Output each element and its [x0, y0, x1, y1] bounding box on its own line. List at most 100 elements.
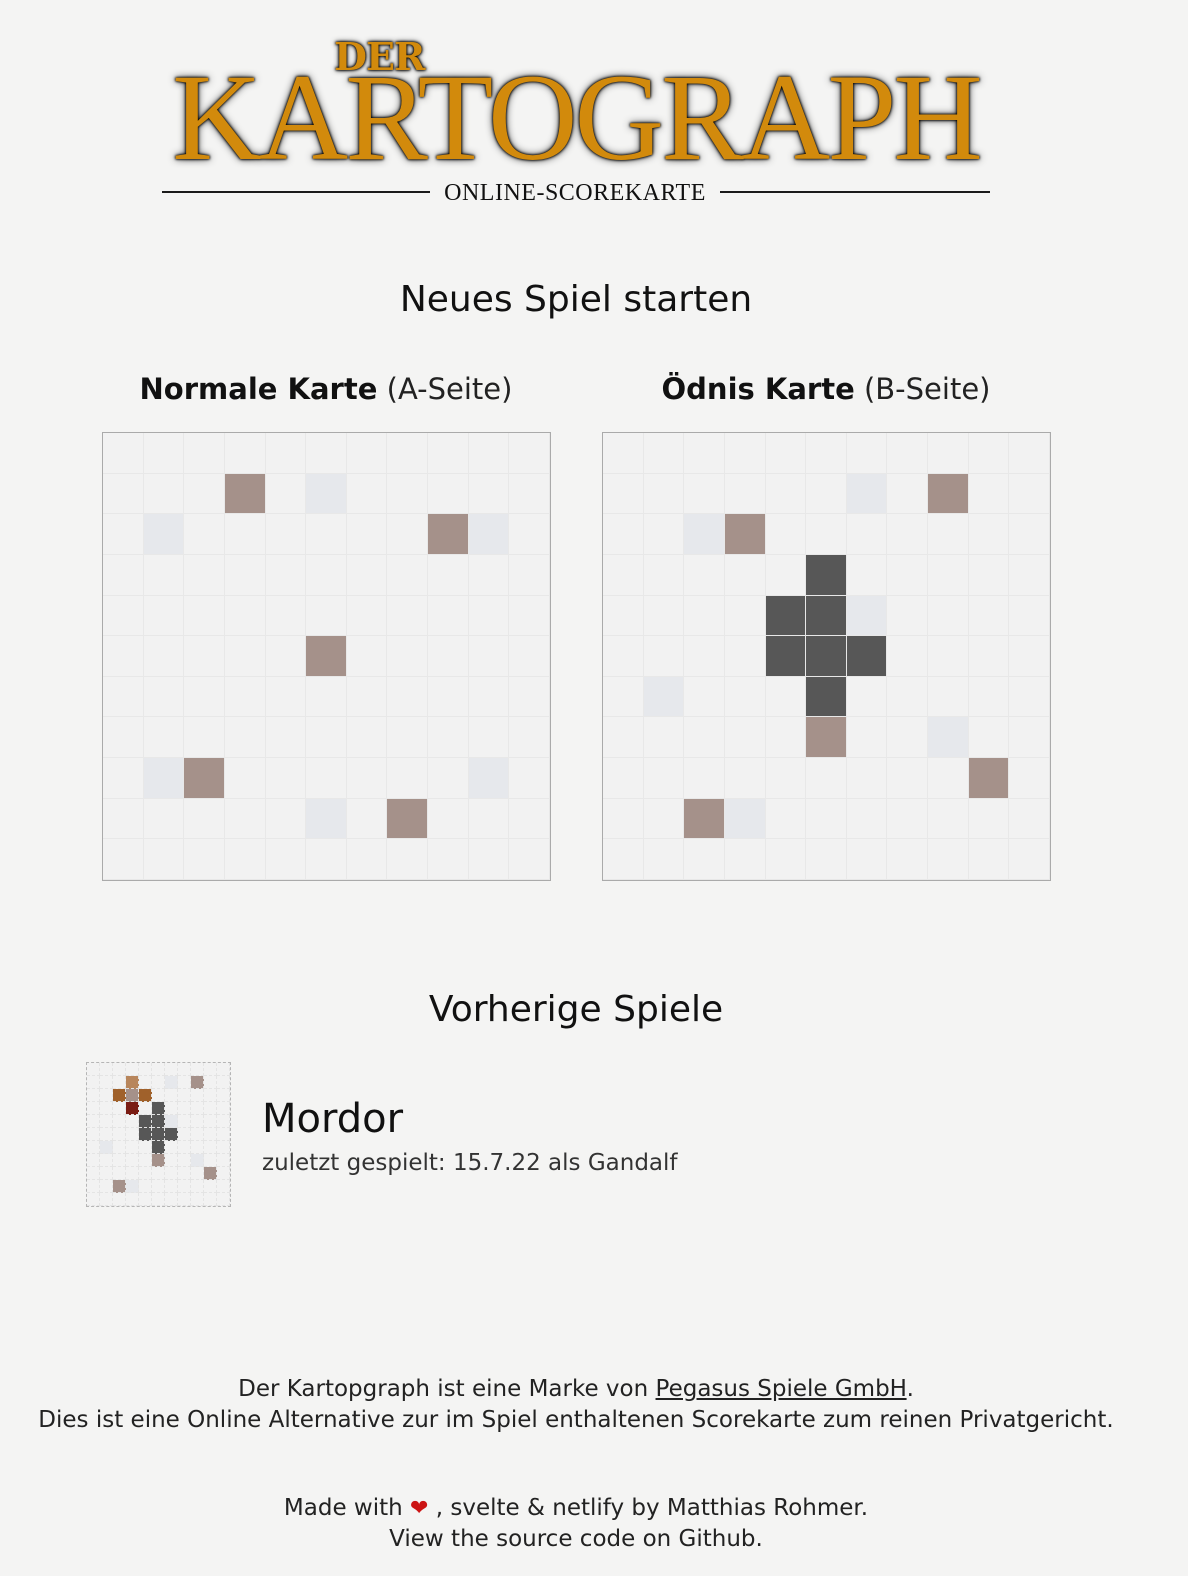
cell-empty — [765, 839, 807, 880]
cell-empty — [103, 717, 144, 759]
cell-empty — [100, 1076, 113, 1089]
cell-empty — [184, 798, 225, 840]
cell-waste — [165, 1128, 178, 1141]
cell-empty — [126, 1154, 139, 1167]
cell-mountain — [224, 473, 266, 515]
cell-empty — [928, 595, 969, 637]
cell-empty — [184, 839, 225, 880]
cell-empty — [113, 1167, 126, 1180]
cell-empty — [217, 1167, 230, 1180]
cell-empty — [87, 1115, 100, 1128]
cell-empty — [113, 1193, 126, 1206]
cell-empty — [428, 798, 469, 840]
cell-empty — [126, 1141, 139, 1154]
cell-empty — [428, 636, 469, 677]
game-name-link[interactable]: Mordor — [262, 1096, 404, 1142]
cell-empty — [968, 798, 1010, 840]
logo-subtitle: ONLINE-SCOREKARTE — [444, 180, 706, 206]
cell-empty — [509, 717, 550, 759]
cell-empty — [468, 798, 510, 840]
game-thumbnail[interactable] — [86, 1062, 231, 1207]
map-b-grid-button[interactable] — [602, 432, 1051, 881]
cell-empty — [1009, 636, 1050, 677]
map-a-side: (A-Seite) — [386, 372, 513, 406]
cell-empty — [603, 676, 644, 718]
cell-empty — [87, 1089, 100, 1102]
cell-empty — [265, 676, 307, 718]
cell-empty — [724, 473, 766, 515]
cell-empty — [603, 595, 644, 637]
cell-empty — [126, 1193, 139, 1206]
cell-empty — [968, 433, 1010, 474]
cell-empty — [87, 1154, 100, 1167]
footer-line-1-end: . — [906, 1376, 914, 1402]
cell-empty — [643, 433, 685, 474]
map-b-name: Ödnis Karte — [661, 372, 855, 406]
cell-empty — [724, 839, 766, 880]
new-game-heading: Neues Spiel starten — [399, 279, 753, 320]
cell-empty — [387, 514, 429, 555]
cell-empty — [928, 514, 969, 555]
cell-empty — [887, 636, 929, 677]
cell-empty — [204, 1193, 217, 1206]
cell-empty — [887, 554, 929, 596]
logo-rule-left — [162, 191, 430, 193]
cell-empty — [87, 1180, 100, 1193]
cell-empty — [387, 595, 429, 637]
cell-empty — [1009, 514, 1050, 555]
cell-empty — [643, 554, 685, 596]
cell-empty — [265, 636, 307, 677]
cell-empty — [603, 473, 644, 515]
cell-empty — [139, 1076, 152, 1089]
cell-empty — [968, 839, 1010, 880]
cell-empty — [684, 554, 725, 596]
cell-empty — [191, 1128, 204, 1141]
cell-empty — [603, 636, 644, 677]
map-a-grid-button[interactable] — [102, 432, 551, 881]
cell-empty — [468, 595, 510, 637]
cell-empty — [928, 636, 969, 677]
cell-empty — [224, 433, 266, 474]
logo-rule-right — [720, 191, 990, 193]
cell-empty — [139, 1154, 152, 1167]
cell-empty — [224, 798, 266, 840]
cell-empty — [684, 473, 725, 515]
cell-empty — [204, 1154, 217, 1167]
cell-empty — [265, 514, 307, 555]
github-source-link[interactable]: View the source code on Github. — [389, 1526, 763, 1552]
cell-empty — [928, 433, 969, 474]
cell-empty — [178, 1089, 191, 1102]
cell-empty — [178, 1115, 191, 1128]
cell-empty — [684, 636, 725, 677]
cell-empty — [204, 1089, 217, 1102]
cell-ruin — [143, 514, 185, 555]
cell-empty — [184, 514, 225, 555]
cell-empty — [87, 1167, 100, 1180]
cell-empty — [224, 839, 266, 880]
cell-empty — [103, 554, 144, 596]
cell-empty — [509, 758, 550, 799]
cell-empty — [684, 717, 725, 759]
cell-empty — [806, 473, 847, 515]
cell-empty — [928, 758, 969, 799]
cell-empty — [87, 1193, 100, 1206]
cell-waste — [846, 636, 888, 677]
cell-empty — [103, 839, 144, 880]
cell-empty — [387, 473, 429, 515]
cell-empty — [113, 1141, 126, 1154]
cell-empty — [846, 839, 888, 880]
cell-empty — [184, 473, 225, 515]
cell-empty — [346, 514, 388, 555]
cell-ruin — [846, 595, 888, 637]
cell-waste — [806, 676, 847, 718]
cell-empty — [346, 636, 388, 677]
cell-empty — [217, 1128, 230, 1141]
cell-empty — [387, 554, 429, 596]
cell-empty — [765, 676, 807, 718]
cell-empty — [184, 595, 225, 637]
cell-empty — [126, 1167, 139, 1180]
cell-empty — [603, 554, 644, 596]
cell-empty — [643, 595, 685, 637]
pegasus-link[interactable]: Pegasus Spiele GmbH — [655, 1376, 907, 1402]
cell-empty — [968, 717, 1010, 759]
